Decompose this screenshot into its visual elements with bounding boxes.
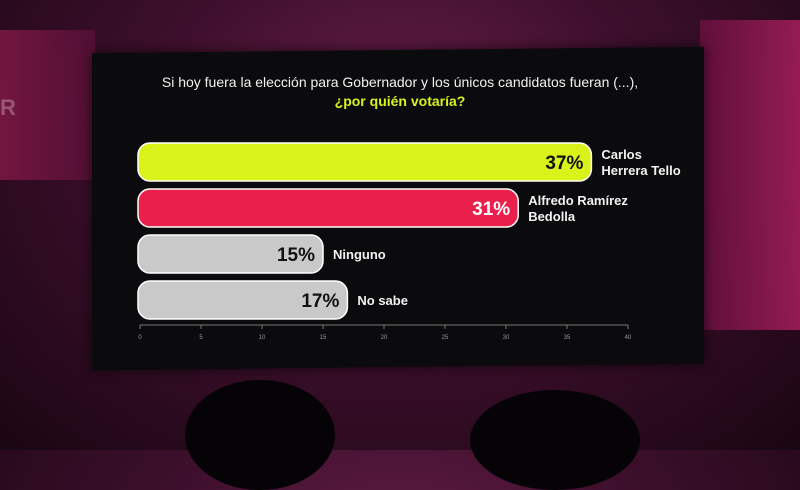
x-tick-label-4: 20: [381, 335, 388, 341]
category-label-3-0: No sabe: [357, 293, 408, 308]
x-tick-label-0: 0: [138, 335, 142, 341]
x-tick-label-7: 35: [564, 335, 571, 341]
x-tick-label-8: 40: [625, 335, 632, 341]
data-label-1: 31%: [472, 199, 510, 220]
category-label-1-0: Alfredo Ramírez: [528, 193, 628, 208]
chart-title: Si hoy fuera la elección para Gobernador…: [161, 74, 639, 90]
category-label-2-0: Ninguno: [333, 247, 386, 262]
bar-2: [137, 234, 324, 274]
x-tick-label-3: 15: [320, 335, 327, 341]
stage-backdrop-left: [0, 30, 95, 180]
bar-1: [137, 188, 519, 228]
audience-head-right: [470, 390, 640, 490]
x-tick-label-6: 30: [503, 335, 510, 341]
stage-backdrop-right: [700, 20, 800, 330]
bar-0: [137, 142, 593, 182]
stage-logo-letter: R: [0, 95, 16, 120]
bar-3: [137, 280, 349, 320]
chart-subtitle: ¿por quién votaría?: [334, 93, 466, 109]
data-label-2: 15%: [277, 245, 315, 266]
data-label-3: 17%: [301, 291, 339, 312]
category-label-0-0: Carlos: [601, 147, 641, 162]
category-label-1-1: Bedolla: [528, 209, 576, 224]
data-label-0: 37%: [545, 153, 583, 174]
x-tick-label-5: 25: [442, 335, 449, 341]
audience-head-left: [185, 380, 335, 490]
x-tick-label-1: 5: [199, 335, 203, 341]
category-label-0-1: Herrera Tello: [601, 163, 680, 178]
x-tick-label-2: 10: [259, 335, 266, 341]
